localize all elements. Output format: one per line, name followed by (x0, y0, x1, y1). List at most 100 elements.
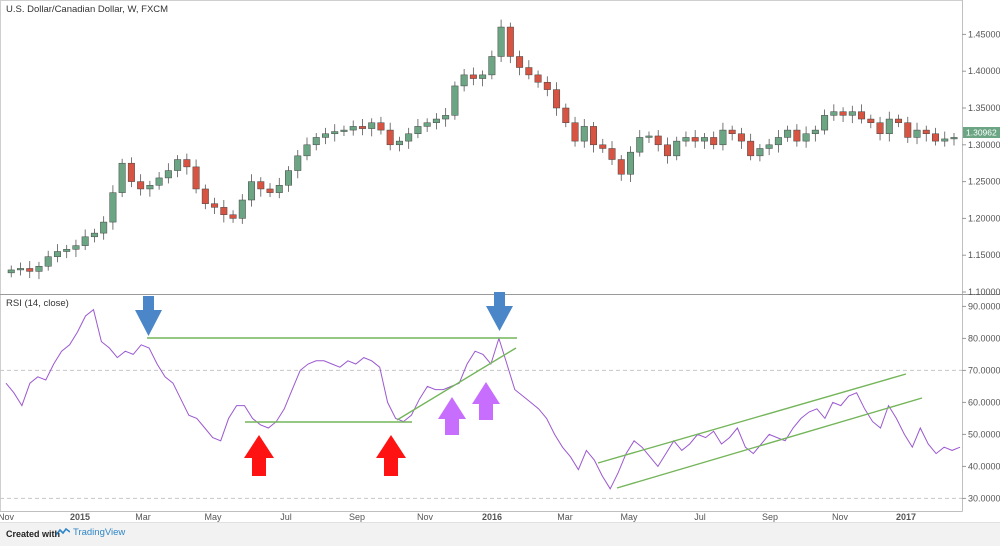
blue-down-arrow-icon (135, 296, 162, 336)
candle-body (673, 140, 681, 157)
red-up-arrow-icon (244, 435, 274, 476)
candle-body (821, 115, 829, 131)
candle-body (368, 122, 376, 129)
price-tick-label: 1.15000 (968, 250, 1000, 260)
candle-body (922, 129, 930, 135)
candle-body (16, 268, 24, 271)
candle-body (423, 122, 431, 127)
candle-body (285, 170, 293, 186)
candle-body (488, 56, 496, 76)
candle-body (932, 133, 939, 142)
price-tick-label: 1.40000 (968, 66, 1000, 76)
channel-upper-trendline (597, 373, 907, 464)
candle-body (164, 170, 172, 179)
candle-body (663, 144, 671, 157)
time-tick-label: Sep (349, 512, 365, 522)
time-tick-label: 2017 (896, 512, 916, 522)
created-with-label: Created with (6, 529, 61, 539)
candle-body (691, 137, 699, 142)
candle-body (395, 140, 403, 146)
candlestick-series (7, 19, 958, 280)
candle-body (479, 74, 487, 79)
candle-body (192, 166, 200, 190)
annotation-arrows (135, 292, 513, 476)
candle-body (848, 111, 856, 116)
tradingview-link[interactable]: TradingView (56, 527, 125, 538)
candle-body (682, 137, 690, 142)
candle-body (765, 144, 773, 149)
price-tick-label: 1.25000 (968, 177, 1000, 187)
time-tick-label: May (204, 512, 222, 522)
candle-body (525, 67, 533, 76)
candle-body (109, 192, 117, 223)
candle-body (858, 111, 866, 120)
candle-body (358, 126, 366, 129)
rsi-axis: 90.0000 80.0000 70.0000 60.0000 50.0000 40.00… (962, 301, 1000, 503)
candle-body (257, 181, 265, 190)
candle-body (432, 118, 440, 123)
rsi-tick-label: 60.0000 (968, 397, 1000, 407)
price-tick-label: 1.10000 (968, 287, 1000, 297)
candle-body (53, 251, 61, 257)
purple-up-arrow-icon (472, 382, 500, 420)
price-chart-title: U.S. Dollar/Canadian Dollar, W, FXCM (6, 4, 168, 15)
candle-body (248, 181, 256, 201)
candle-body (377, 122, 385, 131)
candle-body (608, 148, 616, 160)
time-tick-label: 2015 (70, 512, 90, 522)
candle-body (811, 129, 819, 135)
candle-body (331, 131, 339, 135)
candle-body (497, 26, 505, 57)
candle-body (63, 249, 71, 252)
last-price-badge-bg (963, 127, 1000, 138)
candle-body (553, 89, 561, 109)
candle-body (793, 129, 801, 142)
rsi-line (5, 308, 961, 490)
candle-body (562, 107, 570, 123)
candle-body (876, 122, 884, 135)
rising-trendline (396, 347, 517, 421)
candle-body (81, 236, 89, 246)
candle-body (700, 137, 708, 142)
tradingview-logo-icon (56, 528, 70, 536)
candle-body (340, 129, 348, 132)
candle-body (90, 232, 98, 238)
candle-body (100, 221, 108, 234)
time-tick-label: Mar (557, 512, 573, 522)
candle-body (756, 148, 764, 157)
candle-body (784, 129, 792, 138)
candle-body (405, 133, 413, 142)
candle-body (322, 133, 329, 138)
candle-body (839, 111, 847, 116)
candle-body (460, 74, 468, 87)
rsi-tick-label: 70.0000 (968, 365, 1000, 375)
candle-body (590, 126, 598, 146)
candle-body (506, 26, 514, 57)
rsi-tick-label: 30.0000 (968, 493, 1000, 503)
candle-body (312, 137, 320, 146)
candle-body (802, 133, 810, 142)
time-tick-label: Jul (694, 512, 706, 522)
price-tick-label: 1.20000 (968, 213, 1000, 223)
time-tick-label: Nov (832, 512, 849, 522)
rsi-tick-label: 40.0000 (968, 461, 1000, 471)
candle-body (35, 265, 43, 272)
candle-body (294, 155, 302, 171)
candle-body (211, 203, 219, 208)
rsi-tick-label: 50.0000 (968, 429, 1000, 439)
candle-body (516, 56, 524, 68)
candle-body (155, 177, 163, 186)
candle-body (885, 118, 893, 135)
candle-body (238, 199, 246, 219)
candle-body (201, 188, 209, 204)
footer-bar: Created with TradingView (0, 522, 1000, 546)
rsi-levels (0, 369, 962, 499)
candle-body (386, 129, 394, 146)
candle-body (127, 162, 135, 182)
candle-body (830, 111, 838, 116)
candle-body (266, 188, 274, 193)
candle-body (469, 74, 477, 79)
candle-body (737, 133, 745, 142)
candle-body (72, 245, 80, 250)
candle-body (654, 135, 662, 146)
